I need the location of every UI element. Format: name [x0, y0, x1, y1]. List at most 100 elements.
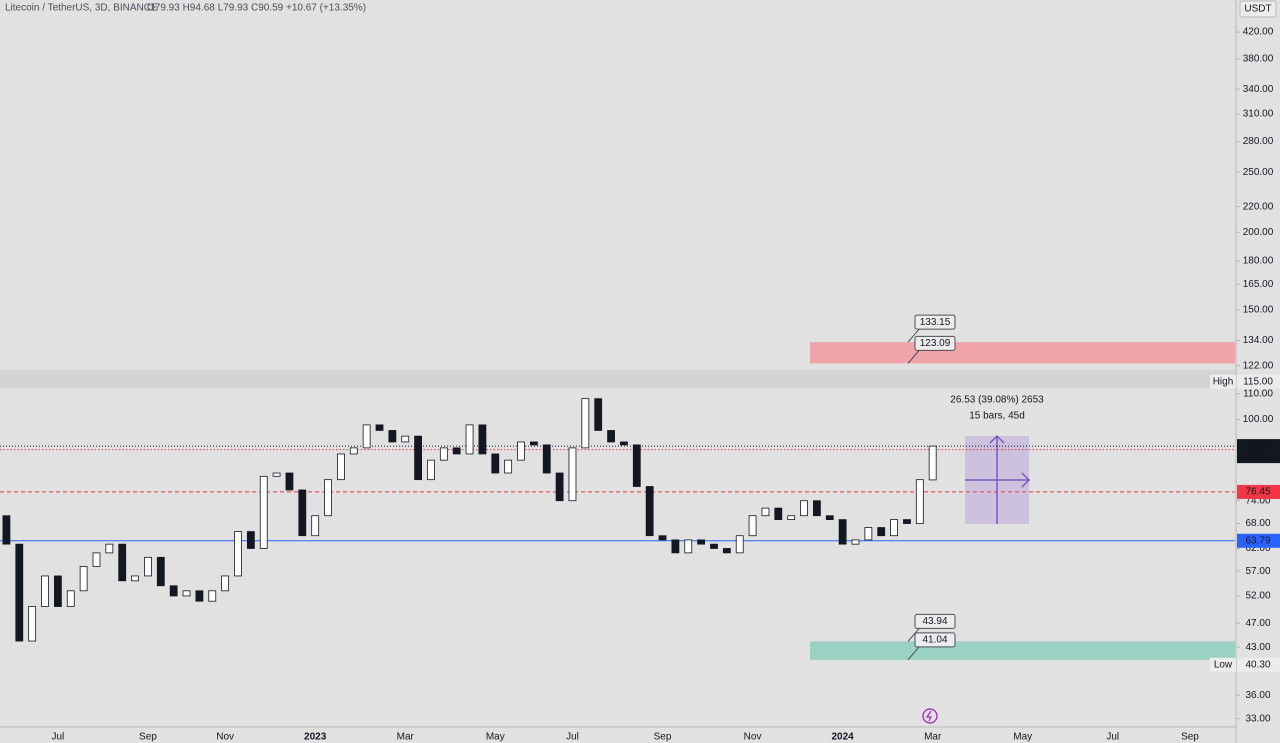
y-tick-label: 165.00 — [1243, 279, 1274, 290]
callout-label: 43.94 — [922, 616, 947, 627]
high-name: High — [1213, 376, 1234, 387]
candle-body — [388, 430, 397, 443]
candle-body — [246, 531, 255, 549]
low-name: Low — [1214, 659, 1233, 670]
measure-text: 15 bars, 45d — [969, 411, 1025, 422]
x-tick-label: May — [486, 732, 505, 743]
x-tick-label: Sep — [139, 732, 157, 743]
candle-body — [131, 575, 139, 582]
candle-body — [169, 585, 178, 597]
zone — [810, 641, 1235, 660]
candle-body — [324, 479, 332, 517]
candle-body — [79, 566, 88, 592]
measure-arrow-head — [989, 434, 1005, 444]
high-name-box — [1210, 374, 1236, 389]
candle-body — [671, 539, 680, 554]
candle-body — [259, 475, 268, 549]
measure-arrow-head — [1021, 472, 1031, 488]
currency-box[interactable] — [1239, 0, 1277, 18]
x-tick-label: Sep — [1181, 732, 1199, 743]
y-tick-label: 47.00 — [1245, 618, 1270, 629]
candle-body — [710, 543, 718, 549]
y-tick-label: 420.00 — [1243, 27, 1274, 38]
candle-body — [928, 445, 937, 481]
candle-body — [813, 500, 821, 517]
callout-box — [914, 613, 956, 629]
events-icon[interactable] — [922, 708, 938, 724]
x-tick-label: May — [1013, 732, 1032, 743]
y-tick-label: 340.00 — [1243, 84, 1274, 95]
y-tick-label: 180.00 — [1243, 255, 1274, 266]
callout-box — [914, 314, 956, 330]
candle-body — [452, 447, 461, 455]
candle-body — [825, 515, 834, 520]
candle-body — [375, 424, 384, 431]
candle-body — [362, 424, 371, 449]
y-tick-label: 380.00 — [1243, 54, 1274, 65]
candle-body — [182, 590, 191, 597]
candle-body — [272, 472, 281, 477]
candle-body — [349, 447, 358, 455]
candle-body — [92, 552, 101, 567]
candle-body — [144, 556, 152, 577]
callout-label: 41.04 — [922, 634, 947, 645]
currency[interactable]: USDT — [1244, 4, 1271, 15]
x-tick-label: Sep — [654, 732, 672, 743]
last-price: 90.59 — [1245, 441, 1270, 452]
callout-label: 123.09 — [920, 338, 951, 349]
candle-body — [195, 590, 204, 602]
candle-body — [517, 441, 525, 461]
x-tick-label: Nov — [216, 732, 234, 743]
candle-body — [877, 527, 886, 537]
candle-body — [465, 424, 474, 455]
candle-body — [838, 519, 847, 545]
candle-body — [401, 435, 410, 443]
y-tick-label: 250.00 — [1243, 167, 1274, 178]
y-tick-label: 310.00 — [1243, 109, 1274, 120]
price-line-tag: 76.45 — [1245, 487, 1270, 498]
high-band — [0, 370, 1235, 388]
candle-body — [581, 398, 590, 449]
callout-box — [914, 632, 956, 648]
y-tick-label: 280.00 — [1243, 136, 1274, 147]
candle-body — [864, 527, 873, 541]
candle-body — [414, 435, 422, 481]
candle-body — [594, 398, 603, 431]
y-tick-label: 74.00 — [1245, 495, 1270, 506]
y-tick-label: 62.00 — [1245, 543, 1270, 554]
y-tick-label: 122.00 — [1243, 360, 1274, 371]
candle-body — [542, 444, 551, 474]
candle-body — [620, 441, 628, 446]
x-tick-label: Nov — [744, 732, 762, 743]
candle-body — [234, 531, 242, 577]
low-tag-box — [1237, 657, 1280, 672]
y-tick-label: 36.00 — [1245, 690, 1270, 701]
candle-body — [439, 447, 448, 461]
y-tick-label: 110.00 — [1243, 388, 1273, 399]
candle-body — [555, 472, 564, 502]
symbol[interactable]: Litecoin / TetherUS, 3D, BINANCE — [5, 3, 158, 14]
candle-body — [722, 548, 731, 554]
high-tag-box — [1237, 374, 1280, 389]
y-tick-label: 134.00 — [1243, 335, 1274, 346]
candle-body — [156, 556, 165, 587]
candle-body — [504, 459, 513, 474]
candle-body — [903, 519, 911, 524]
callout-pointer — [907, 627, 921, 642]
candle-body — [41, 575, 49, 607]
y-tick-label: 200.00 — [1243, 227, 1274, 238]
candle-body — [890, 519, 898, 537]
callout-pointer — [907, 349, 921, 364]
high-tag: 115.00 — [1243, 376, 1273, 387]
candle-body — [800, 500, 808, 517]
x-tick-label: 2023 — [304, 732, 327, 743]
candle-body — [568, 447, 577, 502]
x-tick-label: Jul — [1106, 732, 1119, 743]
candle-body — [427, 459, 435, 481]
x-tick-label: Jul — [566, 732, 579, 743]
candle-body — [298, 489, 307, 537]
candle-body — [337, 453, 345, 481]
countdown: 12:23:05 — [1239, 452, 1278, 463]
